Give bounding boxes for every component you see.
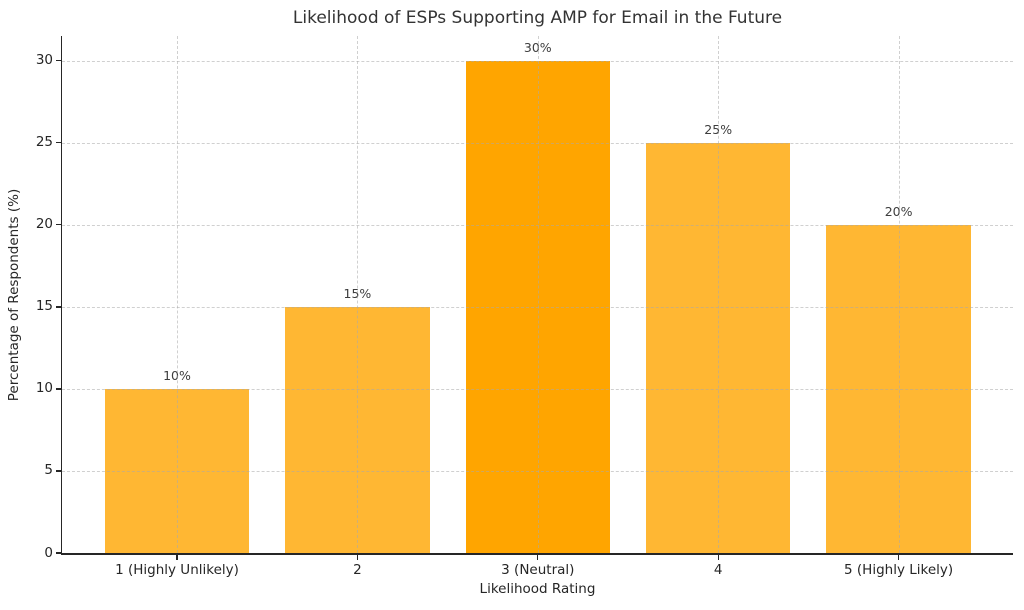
y-tick-mark bbox=[55, 552, 61, 554]
h-gridline bbox=[62, 60, 1013, 62]
v-gridline bbox=[537, 36, 539, 553]
y-tick-mark bbox=[55, 224, 61, 226]
x-tick-label: 3 (Neutral) bbox=[501, 562, 575, 578]
x-tick-mark bbox=[897, 554, 900, 560]
x-tick-label: 5 (Highly Likely) bbox=[844, 562, 954, 578]
y-axis-spine bbox=[60, 36, 62, 554]
y-tick-mark bbox=[55, 59, 61, 62]
v-gridline bbox=[898, 36, 900, 553]
x-tick-mark bbox=[717, 554, 719, 560]
y-tick-label: 5 bbox=[44, 462, 53, 479]
plot-area: 10% 15% 30% 25% 20% bbox=[55, 36, 1013, 560]
h-gridline bbox=[62, 388, 1013, 390]
y-tick-label: 0 bbox=[44, 544, 53, 561]
h-gridline bbox=[62, 306, 1013, 308]
x-axis-spine bbox=[60, 553, 1013, 555]
y-tick-mark bbox=[55, 470, 61, 472]
x-tick-label: 4 bbox=[713, 562, 723, 578]
y-tick-label: 25 bbox=[35, 134, 53, 151]
v-gridline bbox=[718, 36, 720, 553]
y-tick-label: 10 bbox=[35, 380, 53, 397]
chart-title: Likelihood of ESPs Supporting AMP for Em… bbox=[292, 8, 783, 28]
x-tick-label: 2 bbox=[353, 562, 362, 578]
h-gridline bbox=[62, 470, 1013, 472]
h-gridline bbox=[62, 142, 1013, 144]
v-gridline bbox=[357, 36, 359, 553]
y-tick-mark bbox=[55, 388, 61, 390]
y-tick-label: 30 bbox=[35, 52, 53, 69]
x-axis-title: Likelihood Rating bbox=[479, 581, 596, 597]
x-tick-mark bbox=[356, 554, 359, 560]
y-tick-label: 15 bbox=[35, 298, 53, 315]
h-gridline bbox=[62, 224, 1013, 226]
y-tick-mark bbox=[55, 141, 61, 144]
v-gridline bbox=[177, 36, 178, 553]
y-tick-label: 20 bbox=[35, 216, 53, 233]
y-tick-mark bbox=[55, 306, 61, 308]
x-tick-mark bbox=[176, 554, 178, 560]
x-tick-mark bbox=[537, 554, 539, 560]
x-tick-label: 1 (Highly Unlikely) bbox=[115, 562, 239, 578]
